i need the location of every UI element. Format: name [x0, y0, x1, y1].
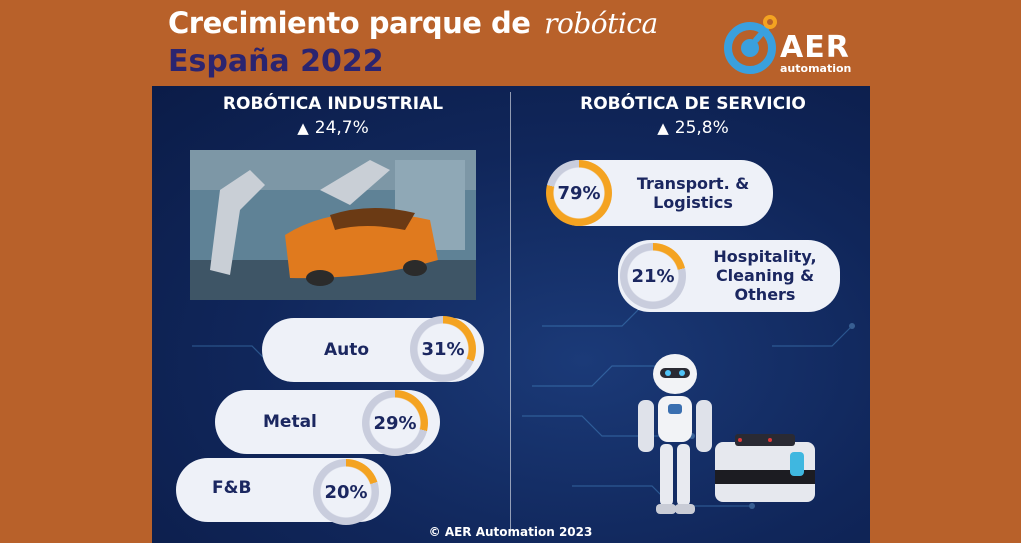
aer-logo: AER automation	[722, 8, 862, 80]
sector-label: Transport. & Logistics	[636, 174, 750, 212]
sector-label: Hospitality, Cleaning & Others	[713, 247, 817, 304]
copyright: © AER Automation 2023	[428, 525, 593, 539]
aer-logo-icon	[724, 15, 777, 74]
up-triangle-icon: ▲	[297, 119, 309, 137]
sector-label: Auto	[324, 340, 370, 360]
progress-ring: 79%	[546, 160, 612, 226]
progress-ring: 21%	[620, 243, 686, 309]
ring-value: 79%	[557, 182, 601, 204]
page-title-accent: robótica	[544, 7, 658, 40]
ring-value: 21%	[631, 265, 675, 287]
industrial-growth: ▲ 24,7%	[190, 118, 476, 138]
industrial-title: ROBÓTICA INDUSTRIAL	[222, 94, 444, 114]
column-divider	[510, 92, 511, 532]
service-growth: ▲ 25,8%	[548, 118, 838, 138]
page-subtitle: España 2022	[168, 44, 384, 79]
up-triangle-icon: ▲	[657, 119, 669, 137]
ring-value: 29%	[373, 412, 417, 434]
progress-ring: 20%	[313, 459, 379, 525]
sector-label: Metal	[263, 412, 317, 432]
industrial-robot-photo	[190, 150, 476, 300]
aer-logo-text: AER	[780, 30, 850, 65]
sector-label: F&B	[212, 478, 252, 498]
progress-ring: 31%	[410, 316, 476, 382]
service-robot-illustration	[630, 352, 820, 528]
aer-logo-subtext: automation	[780, 62, 852, 75]
page-title: Crecimiento parque de robótica	[168, 6, 658, 40]
ring-value: 20%	[324, 481, 368, 503]
progress-ring: 29%	[362, 390, 428, 456]
service-title: ROBÓTICA DE SERVICIO	[580, 94, 806, 114]
service-growth-value: 25,8%	[674, 118, 729, 138]
ring-value: 31%	[421, 338, 465, 360]
page-title-main: Crecimiento parque de	[168, 6, 531, 40]
industrial-growth-value: 24,7%	[314, 118, 369, 138]
